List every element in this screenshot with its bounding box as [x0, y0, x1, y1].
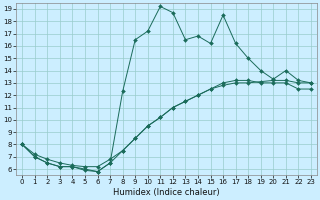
X-axis label: Humidex (Indice chaleur): Humidex (Indice chaleur): [113, 188, 220, 197]
